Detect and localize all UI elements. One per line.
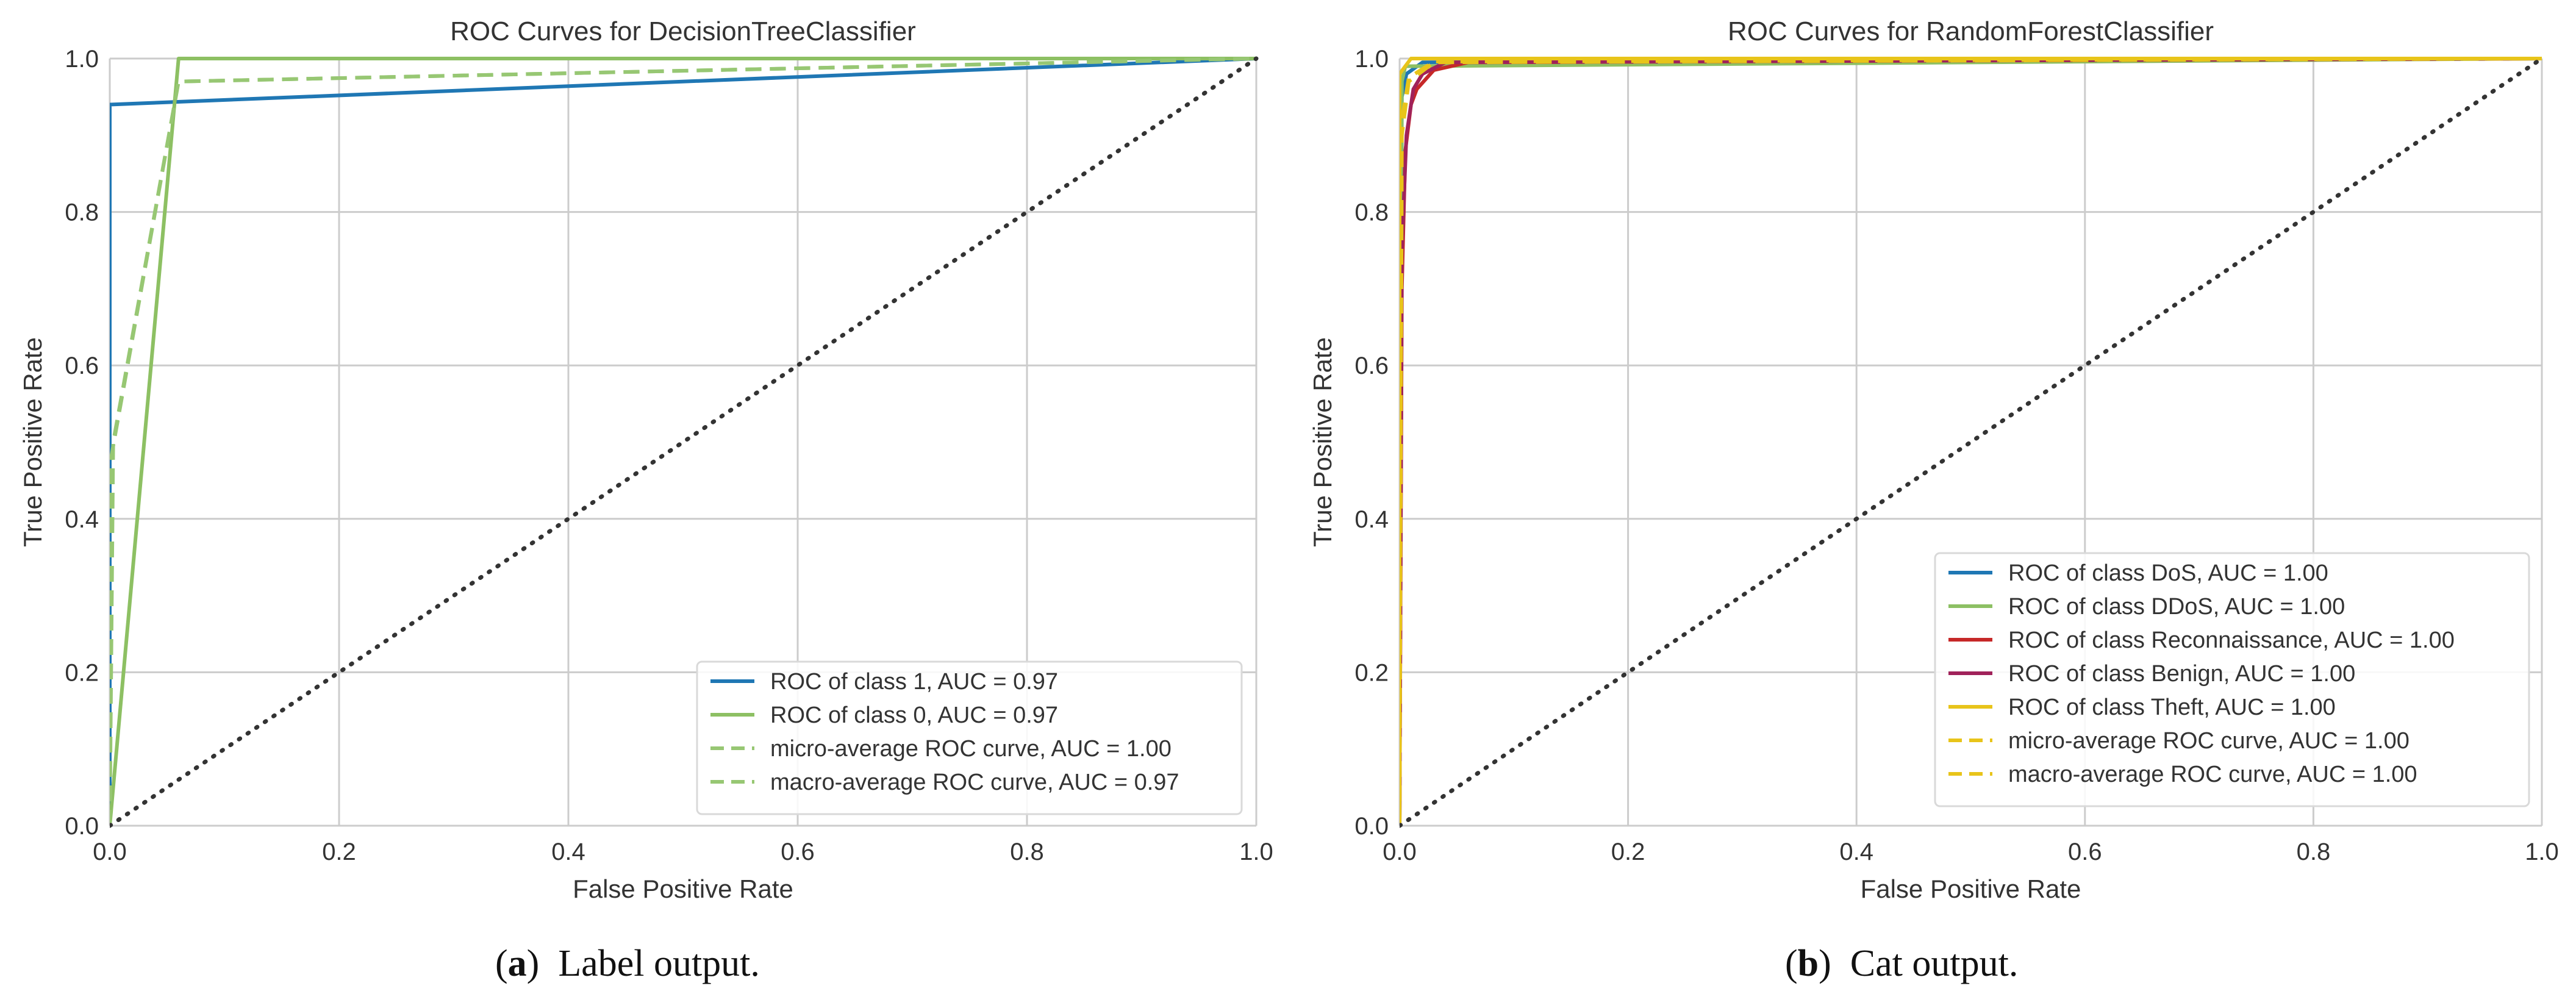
x-tick-label: 1.0 (2525, 839, 2559, 865)
caption-a: (a) Label output. (495, 943, 760, 984)
legend-label: macro-average ROC curve, AUC = 0.97 (770, 770, 1179, 795)
caption-b: (b) Cat output. (1785, 943, 2019, 984)
chart-b: 0.0 0.2 0.4 0.6 0.8 1.0 0.0 0.2 0.4 0.6 0.8 1.0 ROC … (1308, 16, 2559, 903)
x-tick-label: 0.0 (93, 839, 127, 865)
x-tick-label: 0.4 (1839, 839, 1873, 865)
legend-label: macro-average ROC curve, AUC = 1.00 (2008, 762, 2417, 787)
chart-a: 0.0 0.2 0.4 0.6 0.8 1.0 0.0 0.2 0.4 0.6 0.8 1.0 ROC … (18, 16, 1273, 903)
caption-b-letter: b (1797, 943, 1819, 984)
legend: ROC of class DoS, AUC = 1.00 ROC of class… (1934, 552, 2530, 807)
legend-label: ROC of class Theft, AUC = 1.00 (2008, 695, 2336, 720)
caption-a-letter: a (507, 943, 527, 984)
y-tick-label: 0.6 (65, 352, 99, 379)
x-tick-label: 1.0 (1239, 839, 1273, 865)
y-tick-label: 0.8 (65, 199, 99, 226)
x-tick-label: 0.8 (1010, 839, 1044, 865)
legend-label: ROC of class DoS, AUC = 1.00 (2008, 560, 2328, 586)
chance-line (110, 56, 1259, 828)
legend-label: ROC of class 1, AUC = 0.97 (770, 669, 1058, 695)
curves (110, 56, 1259, 828)
legend-box (696, 660, 1243, 815)
y-tick-label: 0.4 (65, 506, 99, 533)
series-line (110, 57, 1257, 826)
legend-label: ROC of class 0, AUC = 0.97 (770, 703, 1058, 728)
y-tick-label: 0.4 (1354, 506, 1389, 533)
y-axis-label: True Positive Rate (1308, 337, 1337, 547)
legend-label: ROC of class Benign, AUC = 1.00 (2008, 661, 2355, 687)
y-tick-label: 0.0 (1354, 813, 1389, 840)
y-tick-label: 1.0 (65, 46, 99, 73)
legend-label: micro-average ROC curve, AUC = 1.00 (2008, 728, 2410, 754)
series-line (1400, 57, 2542, 826)
legend-label: ROC of class Reconnaissance, AUC = 1.00 (2008, 628, 2455, 653)
y-tick-label: 0.8 (1354, 199, 1389, 226)
y-tick-label: 0.2 (1354, 659, 1389, 686)
legend-label: ROC of class DDoS, AUC = 1.00 (2008, 594, 2345, 620)
x-tick-label: 0.0 (1383, 839, 1417, 865)
x-axis-label: False Positive Rate (573, 874, 793, 903)
series-line (110, 57, 1257, 826)
y-tick-label: 0.0 (65, 813, 99, 840)
curves (1400, 56, 2544, 828)
x-tick-label: 0.2 (1611, 839, 1645, 865)
legend-label: micro-average ROC curve, AUC = 1.00 (770, 736, 1172, 762)
legend: ROC of class 1, AUC = 0.97 ROC of class 0… (696, 660, 1243, 815)
x-tick-label: 0.2 (322, 839, 356, 865)
chart-title: ROC Curves for RandomForestClassifier (1728, 16, 2214, 46)
chance-line (1400, 56, 2544, 828)
chart-title: ROC Curves for DecisionTreeClassifier (450, 16, 916, 46)
caption-b-text: Cat output. (1850, 943, 2019, 984)
y-axis-label: True Positive Rate (18, 337, 47, 547)
y-tick-label: 1.0 (1354, 46, 1389, 73)
x-tick-label: 0.6 (2068, 839, 2102, 865)
y-tick-label: 0.6 (1354, 352, 1389, 379)
y-tick-label: 0.2 (65, 659, 99, 686)
legend-box (1934, 552, 2530, 807)
x-tick-label: 0.8 (2297, 839, 2331, 865)
caption-a-text: Label output. (558, 943, 760, 984)
series-line (110, 57, 1256, 826)
x-tick-label: 0.4 (551, 839, 585, 865)
x-tick-label: 0.6 (781, 839, 815, 865)
x-axis-label: False Positive Rate (1861, 874, 2081, 903)
